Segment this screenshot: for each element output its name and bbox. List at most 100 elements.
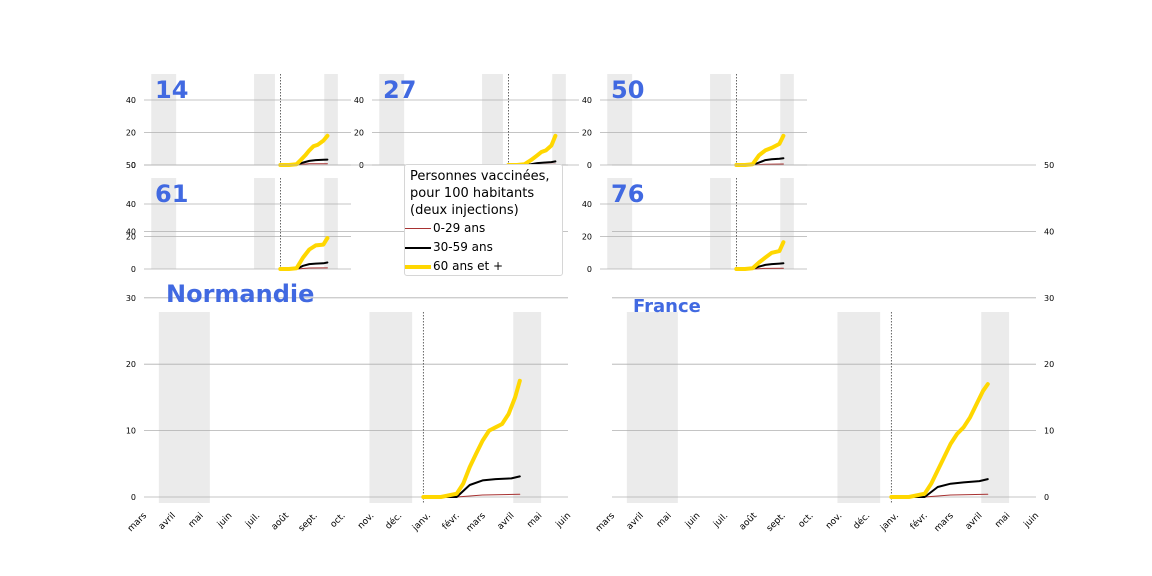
14-ytick-label-40: 40 <box>126 96 136 105</box>
france-shade-1 <box>626 312 678 503</box>
normandie-ytick-label-20: 20 <box>126 360 136 369</box>
50-panel-title: 50 <box>611 76 644 104</box>
50-ytick-label-0: 0 <box>587 161 592 170</box>
france-panel-title: France <box>633 296 701 317</box>
27-shade-2 <box>482 74 503 165</box>
normandie-xtick-label-3: juin <box>215 511 234 530</box>
14-ytick-label-0: 0 <box>131 161 136 170</box>
france-xtick-label-7: oct. <box>797 511 816 530</box>
legend-swatch-30-59 <box>405 247 431 249</box>
france-xtick-label-13: avril <box>964 511 985 532</box>
27-ytick-label-20: 20 <box>354 129 364 138</box>
14-shade-2 <box>254 74 275 165</box>
50-ytick-label-40: 40 <box>582 96 592 105</box>
50-shade-1 <box>607 74 633 165</box>
france-xtick-label-4: juil. <box>711 511 730 530</box>
legend-label-0-29: 0-29 ans <box>433 221 486 235</box>
normandie-ytick-label-10: 10 <box>126 427 136 436</box>
normandie-xtick-label-11: févr. <box>440 510 462 532</box>
normandie-panel-title: Normandie <box>166 280 314 308</box>
france-xtick-label-11: févr. <box>908 510 930 532</box>
legend-title-line-2: pour 100 habitants <box>410 186 535 201</box>
27-series-age-60-plus <box>506 133 558 167</box>
legend-title-line-1: Personnes vaccinées, <box>410 169 550 184</box>
normandie-xtick-label-6: sept. <box>297 511 320 534</box>
france-xtick-label-3: juin <box>683 511 702 530</box>
legend-item-60-plus: 60 ans et + <box>405 259 504 273</box>
legend-label-60-plus: 60 ans et + <box>433 259 504 273</box>
normandie-xtick-label-2: mai <box>187 511 206 530</box>
france-ytick-label-50: 50 <box>1044 161 1054 170</box>
france-xtick-label-6: sept. <box>765 511 788 534</box>
france-xtick-label-1: avril <box>625 511 646 532</box>
legend-title-line-3: (deux injections) <box>410 203 519 218</box>
normandie-xtick-label-15: juin <box>554 511 573 530</box>
france-ytick-label-10: 10 <box>1044 427 1054 436</box>
61-shade-2 <box>254 178 275 269</box>
normandie-xtick-label-13: avril <box>496 511 517 532</box>
50-ytick-label-20: 20 <box>582 129 592 138</box>
france-xtick-label-9: déc. <box>851 510 872 531</box>
50-shade-3 <box>780 74 794 165</box>
france-ytick-label-20: 20 <box>1044 360 1054 369</box>
76-panel-title: 76 <box>611 180 644 208</box>
france-xtick-label-0: mars <box>594 511 617 534</box>
normandie-xtick-label-8: nov. <box>356 511 376 531</box>
france-ytick-label-40: 40 <box>1044 227 1054 236</box>
27-ytick-label-0: 0 <box>359 161 364 170</box>
france-ytick-label-30: 30 <box>1044 294 1054 303</box>
france-xtick-label-10: janv. <box>878 511 901 534</box>
normandie-shade-2 <box>369 312 413 503</box>
76-shade-1 <box>607 178 633 269</box>
normandie-shade-3 <box>513 312 542 503</box>
france-xtick-label-8: nov. <box>824 511 844 531</box>
normandie-ytick-label-40: 40 <box>126 227 136 236</box>
france-xtick-label-5: août <box>738 511 760 533</box>
61-shade-1 <box>151 178 177 269</box>
france-xtick-label-15: juin <box>1022 511 1041 530</box>
76-shade-3 <box>780 178 794 269</box>
normandie-xtick-label-14: mai <box>525 511 544 530</box>
france-ytick-label-0: 0 <box>1044 493 1049 502</box>
50-shade-2 <box>710 74 731 165</box>
france-shade-2 <box>837 312 881 503</box>
76-ytick-label-0: 0 <box>587 265 592 274</box>
france-xtick-label-14: mai <box>993 511 1012 530</box>
61-ytick-label-0: 0 <box>131 265 136 274</box>
legend-swatch-0-29 <box>405 228 431 229</box>
france-shade-3 <box>981 312 1010 503</box>
27-shade-3 <box>552 74 566 165</box>
normandie-xtick-label-5: août <box>270 511 292 533</box>
76-series-age-60-plus <box>734 240 786 271</box>
france-xtick-label-2: mai <box>655 511 674 530</box>
france-series-age-60-plus <box>889 382 990 499</box>
normandie-xtick-label-0: mars <box>126 511 149 534</box>
27-ytick-label-40: 40 <box>354 96 364 105</box>
normandie-ytick-label-0: 0 <box>131 493 136 502</box>
14-ytick-label-20: 20 <box>126 129 136 138</box>
normandie-series-age-60-plus <box>421 378 522 499</box>
france-xtick-label-12: mars <box>933 511 956 534</box>
14-shade-3 <box>324 74 338 165</box>
normandie-xtick-label-12: mars <box>465 511 488 534</box>
50-series-age-60-plus <box>734 133 786 167</box>
normandie-shade-1 <box>158 312 210 503</box>
61-series-age-60-plus <box>278 236 330 271</box>
legend-label-30-59: 30-59 ans <box>433 240 493 254</box>
normandie-xtick-label-10: janv. <box>410 511 433 534</box>
27-panel-title: 27 <box>383 76 416 104</box>
normandie-xtick-label-7: oct. <box>329 511 348 530</box>
normandie-xtick-label-9: déc. <box>383 510 404 531</box>
27-shade-1 <box>379 74 405 165</box>
legend-item-0-29: 0-29 ans <box>405 221 486 235</box>
normandie-xtick-label-4: juil. <box>243 511 262 530</box>
76-shade-2 <box>710 178 731 269</box>
normandie-ytick-label-50: 50 <box>126 161 136 170</box>
normandie-series-age-30-59 <box>422 475 521 498</box>
legend-swatch-60-plus <box>405 265 431 269</box>
14-shade-1 <box>151 74 177 165</box>
61-shade-3 <box>324 178 338 269</box>
76-ytick-label-20: 20 <box>582 233 592 242</box>
normandie-xtick-label-1: avril <box>157 511 178 532</box>
